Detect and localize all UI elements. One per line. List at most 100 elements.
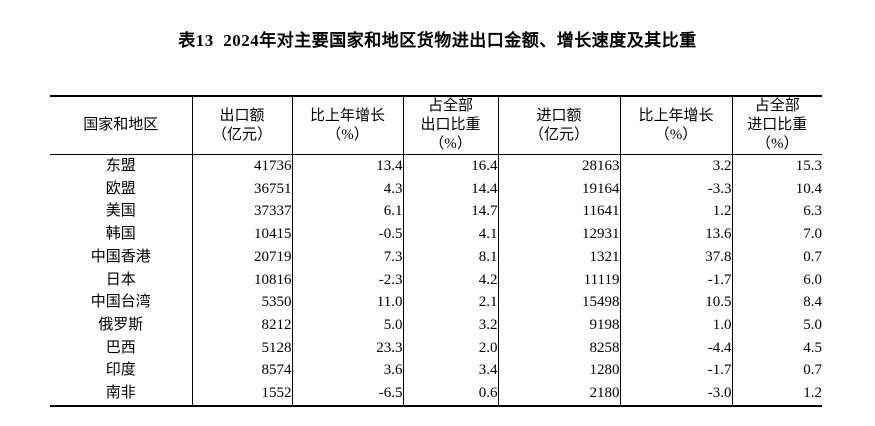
header-line: （亿元）: [211, 126, 272, 143]
cell-export-growth: -2.3: [291, 268, 403, 292]
header-line: 进口额: [536, 107, 582, 124]
table-title: 表13 2024年对主要国家和地区货物进出口金额、增长速度及其比重: [178, 31, 697, 50]
cell-export-amount: 10415: [191, 223, 292, 246]
header-line: 占全部: [754, 98, 800, 114]
cell-country: 俄罗斯: [98, 316, 144, 333]
table-row: 中国香港 20719 7.3 8.1 1321 37.8 0.7: [50, 245, 822, 269]
cell-export-share: 3.4: [402, 359, 498, 383]
header-line: （亿元）: [528, 126, 589, 143]
cell-import-share: 4.5: [731, 336, 822, 360]
header-line: 出口比重: [420, 117, 481, 133]
cell-import-amount: 9198: [497, 313, 620, 337]
table-row: 美国 37337 6.1 14.7 11641 1.2 6.3: [50, 200, 822, 224]
header-line: 出口额: [219, 107, 265, 124]
cell-import-amount: 12931: [497, 223, 620, 246]
cell-import-amount: 19164: [497, 177, 620, 201]
header-row: 国家和地区 出口额 （亿元） 比上年增长 （%） 占全部 出口比重 （%） 进口…: [50, 96, 822, 155]
col-header-import-amount: 进口额 （亿元）: [497, 96, 620, 155]
cell-import-amount: 15498: [497, 291, 620, 314]
cell-export-growth: 11.0: [291, 291, 403, 314]
cell-export-growth: 4.3: [291, 177, 403, 201]
table-header: 国家和地区 出口额 （亿元） 比上年增长 （%） 占全部 出口比重 （%） 进口…: [50, 96, 822, 155]
cell-import-growth: 1.0: [619, 313, 732, 337]
cell-export-share: 2.1: [402, 291, 498, 314]
cell-export-amount: 8212: [191, 313, 292, 337]
cell-country: 韩国: [105, 226, 136, 243]
cell-import-growth: 10.5: [619, 291, 732, 314]
cell-export-growth: 7.3: [291, 245, 403, 269]
cell-country: 印度: [105, 362, 136, 379]
table-row: 南非 1552 -6.5 0.6 2180 -3.0 1.2: [50, 382, 822, 406]
cell-import-share: 8.4: [731, 291, 822, 314]
cell-import-share: 0.7: [731, 359, 822, 383]
header-line: 比上年增长: [309, 107, 385, 124]
header-line: （%）: [429, 136, 472, 152]
cell-export-share: 8.1: [402, 245, 498, 269]
table-row: 印度 8574 3.6 3.4 1280 -1.7 0.7: [50, 359, 822, 383]
header-line: 国家和地区: [83, 117, 159, 133]
header-line: 比上年增长: [638, 107, 714, 124]
cell-import-amount: 1280: [497, 359, 620, 383]
cell-export-share: 4.2: [402, 268, 498, 292]
cell-country: 美国: [105, 203, 136, 220]
cell-country: 巴西: [105, 339, 136, 356]
col-header-country: 国家和地区: [50, 96, 192, 155]
table-row: 韩国 10415 -0.5 4.1 12931 13.6 7.0: [50, 223, 822, 246]
cell-country: 中国香港: [90, 248, 151, 265]
cell-import-growth: -4.4: [619, 336, 732, 360]
cell-country: 中国台湾: [90, 294, 151, 311]
cell-export-amount: 20719: [191, 245, 292, 269]
cell-export-amount: 5350: [191, 291, 292, 314]
cell-import-share: 7.0: [731, 223, 822, 246]
cell-import-amount: 1321: [497, 245, 620, 269]
cell-export-share: 16.4: [402, 154, 498, 178]
table-row: 中国台湾 5350 11.0 2.1 15498 10.5 8.4: [50, 291, 822, 314]
col-header-export-amount: 出口额 （亿元）: [191, 96, 292, 155]
cell-export-amount: 10816: [191, 268, 292, 292]
table-body: 东盟 41736 13.4 16.4 28163 3.2 15.3 欧盟 367…: [50, 154, 822, 406]
table-row: 东盟 41736 13.4 16.4 28163 3.2 15.3: [50, 154, 822, 178]
header-line: （%）: [756, 136, 799, 152]
cell-import-amount: 11641: [497, 200, 620, 224]
cell-import-share: 6.0: [731, 268, 822, 292]
header-line: 进口比重: [747, 117, 808, 133]
header-line: （%）: [654, 126, 698, 143]
col-header-export-growth: 比上年增长 （%）: [291, 96, 403, 155]
cell-import-amount: 2180: [497, 382, 620, 406]
cell-import-growth: -1.7: [619, 268, 732, 292]
cell-import-growth: 1.2: [619, 200, 732, 224]
col-header-import-share: 占全部 进口比重 （%）: [731, 96, 822, 155]
cell-export-growth: 5.0: [291, 313, 403, 337]
cell-export-share: 2.0: [402, 336, 498, 360]
cell-import-share: 1.2: [731, 382, 822, 406]
col-header-import-growth: 比上年增长 （%）: [619, 96, 732, 155]
cell-export-share: 4.1: [402, 223, 498, 246]
col-header-export-share: 占全部 出口比重 （%）: [402, 96, 498, 155]
cell-export-growth: -0.5: [291, 223, 403, 246]
cell-export-share: 14.7: [402, 200, 498, 224]
cell-export-share: 0.6: [402, 382, 498, 406]
cell-import-amount: 28163: [497, 154, 620, 178]
cell-import-growth: 37.8: [619, 245, 732, 269]
table-row: 巴西 5128 23.3 2.0 8258 -4.4 4.5: [50, 336, 822, 360]
cell-export-amount: 37337: [191, 200, 292, 224]
table-row: 欧盟 36751 4.3 14.4 19164 -3.3 10.4: [50, 177, 822, 201]
table-row: 俄罗斯 8212 5.0 3.2 9198 1.0 5.0: [50, 313, 822, 337]
cell-export-growth: 6.1: [291, 200, 403, 224]
cell-import-growth: 13.6: [619, 223, 732, 246]
cell-import-share: 5.0: [731, 313, 822, 337]
cell-import-growth: -3.0: [619, 382, 732, 406]
cell-export-share: 3.2: [402, 313, 498, 337]
cell-export-growth: 23.3: [291, 336, 403, 360]
cell-import-growth: -3.3: [619, 177, 732, 201]
cell-export-amount: 36751: [191, 177, 292, 201]
cell-country: 欧盟: [105, 180, 136, 197]
cell-import-share: 15.3: [731, 154, 822, 178]
trade-table: 国家和地区 出口额 （亿元） 比上年增长 （%） 占全部 出口比重 （%） 进口…: [50, 95, 822, 407]
header-line: （%）: [326, 126, 369, 143]
cell-import-share: 0.7: [731, 245, 822, 269]
cell-export-growth: 3.6: [291, 359, 403, 383]
cell-export-share: 14.4: [402, 177, 498, 201]
cell-country: 日本: [105, 271, 136, 288]
